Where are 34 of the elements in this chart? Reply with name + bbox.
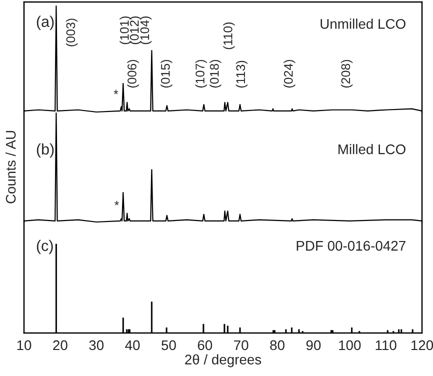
x-tick-label: 120 [411,340,433,350]
annotation: (113) [236,60,248,88]
annotation: * [114,200,119,206]
annotation: (107) [195,60,207,88]
annotation: (208) [340,60,353,88]
annotation: (a) [36,16,54,30]
annotation: Milled LCO [338,144,406,154]
x-tick-label: 90 [306,340,321,350]
annotation: Unmilled LCO [320,18,406,29]
x-tick-label: 70 [234,340,248,350]
x-tick-label: 10 [17,340,32,350]
annotation: PDF 00-016-0427 [296,240,406,251]
annotation: * [114,90,118,94]
annotation: (b) [36,143,54,158]
annotation: (101) [120,16,132,44]
annotation: (104) [140,16,152,44]
x-axis-title: 2θ / degrees [185,354,262,368]
x-tick-label: 80 [270,340,284,350]
annotation: (110) [223,22,235,50]
x-tick-label: 30 [89,340,104,350]
annotation: (018) [210,60,222,88]
annotation: (c) [36,240,53,254]
annotation: (024) [284,60,296,88]
x-tick-label: 60 [198,340,212,350]
x-tick-label: 40 [125,340,140,350]
annotation: (012) [130,16,142,44]
annotation: (006) [127,60,139,88]
y-axis-title: Counts / AU [5,131,16,204]
x-tick-label: 20 [53,340,68,350]
x-tick-label: 100 [339,340,361,350]
annotation: (003) [66,18,78,46]
x-tick-label: 50 [162,340,176,350]
annotation: (015) [160,60,172,88]
x-tick-label: 110 [376,340,396,350]
